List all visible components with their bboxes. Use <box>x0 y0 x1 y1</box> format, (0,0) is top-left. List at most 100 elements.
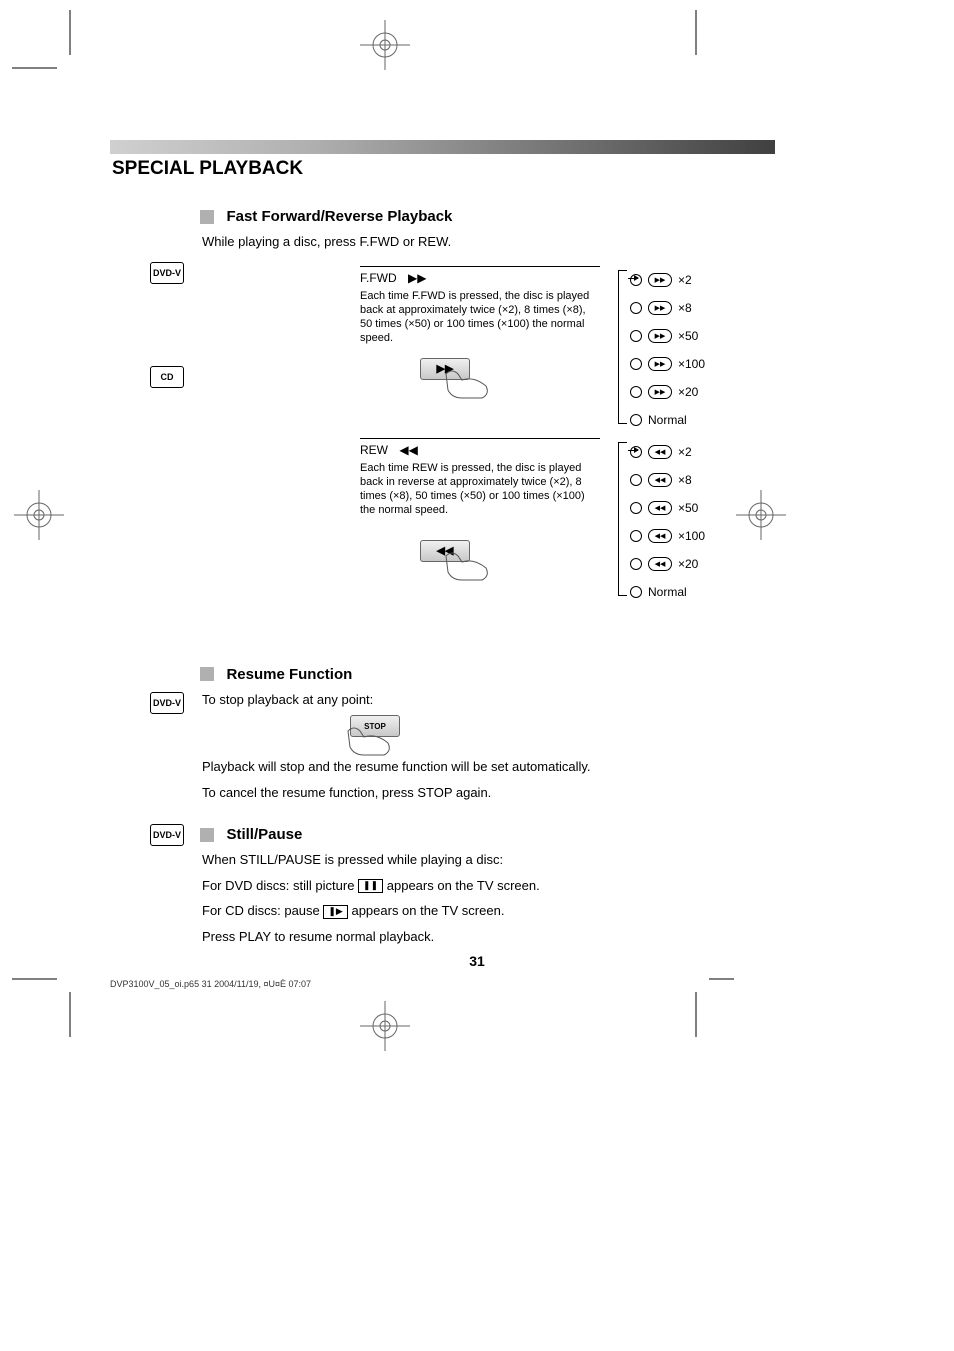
rr-icon: ◀◀ <box>399 443 417 457</box>
bullet-icon <box>200 667 214 681</box>
section3-line1: When STILL/PAUSE is pressed while playin… <box>200 850 775 870</box>
fwd-desc: Each time F.FWD is pressed, the disc is … <box>360 289 590 346</box>
circle-icon <box>630 586 642 598</box>
section3-line2a: For DVD discs: still picture <box>202 878 358 893</box>
rr-pill-icon: ◀◀ <box>648 529 672 543</box>
fwd-speed-row: ▶▶ ×20 <box>630 378 705 406</box>
page-number: 31 <box>469 953 485 969</box>
bullet-icon <box>200 828 214 842</box>
fwd-speed-row: ▶▶ ×50 <box>630 322 705 350</box>
dvd-v-badge: DVD-V <box>150 692 184 714</box>
section3-line2: For DVD discs: still picture ❚❚ appears … <box>200 876 775 896</box>
ffwd-button-illustration: ▶▶ <box>420 358 470 380</box>
registration-mark-bottom <box>360 1001 410 1051</box>
fwd-speed-row: ▶▶×100 <box>630 350 705 378</box>
registration-mark-left <box>14 490 64 540</box>
section1-intro: While playing a disc, press F.FWD or REW… <box>200 232 775 252</box>
step-icon: ❚▶ <box>323 905 347 919</box>
section1-heading: Fast Forward/Reverse Playback <box>226 208 452 225</box>
rew-button-illustration: ◀◀ <box>420 540 470 562</box>
section3-line3b: appears on the TV screen. <box>351 903 504 918</box>
dvd-v-badge: DVD-V <box>150 824 184 846</box>
dvd-v-badge: DVD-V <box>150 262 184 284</box>
rew-label: REW ◀◀ <box>360 443 600 457</box>
circle-icon <box>630 330 642 342</box>
hand-icon <box>438 548 498 584</box>
section2-line3: To cancel the resume function, press STO… <box>200 783 775 803</box>
fwd-speed-4: ×20 <box>678 385 698 399</box>
rew-speed-1: ×8 <box>678 473 692 487</box>
speed-diagram: F.FWD ▶▶ Each time F.FWD is pressed, the… <box>360 266 775 606</box>
crop-mark-tl <box>12 10 82 80</box>
rew-rule <box>360 438 600 439</box>
stop-button-illustration: STOP <box>350 715 775 737</box>
section2-line1: To stop playback at any point: <box>200 690 775 710</box>
circle-icon <box>630 502 642 514</box>
fwd-speed-row: ▶▶ ×8 <box>630 294 705 322</box>
ff-pill-icon: ▶▶ <box>648 385 672 399</box>
rr-pill-icon: ◀◀ <box>648 501 672 515</box>
rew-speed-row: ◀◀ ×100 <box>630 522 705 550</box>
footer-text: DVP3100V_05_oi.p65 31 2004/11/19, ¤U¤È 0… <box>110 979 311 989</box>
section-still-pause: DVD-V Still/Pause When STILL/PAUSE is pr… <box>200 826 775 946</box>
fwd-speed-5: Normal <box>648 413 687 427</box>
fwd-speed-3: ×100 <box>678 357 705 371</box>
circle-icon <box>630 386 642 398</box>
bullet-icon <box>200 210 214 224</box>
section-fast-playback: Fast Forward/Reverse Playback While play… <box>200 208 775 606</box>
rew-block: REW ◀◀ Each time REW is pressed, the dis… <box>360 438 600 518</box>
fwd-label: F.FWD ▶▶ <box>360 271 600 285</box>
rew-speed-list: ◀◀ ×2 ◀◀ ×8 ◀◀ ×50 ◀◀ ×100 ◀◀×20 Normal <box>630 438 705 606</box>
header-gradient <box>110 140 775 154</box>
hand-icon <box>340 723 400 759</box>
page-title: SPECIAL PLAYBACK <box>110 158 775 180</box>
rr-pill-icon: ◀◀ <box>648 445 672 459</box>
rew-speed-0: ×2 <box>678 445 692 459</box>
section-resume: Resume Function DVD-V To stop playback a… <box>200 666 775 803</box>
circle-icon <box>630 530 642 542</box>
fwd-speed-row: ▶▶ ×2 <box>630 266 705 294</box>
rew-speed-4: ×20 <box>678 557 698 571</box>
rew-speed-2: ×50 <box>678 501 698 515</box>
section2-heading: Resume Function <box>226 666 352 683</box>
fwd-speed-0: ×2 <box>678 273 692 287</box>
section3-line4: Press PLAY to resume normal playback. <box>200 927 775 947</box>
fwd-speed-list: ▶▶ ×2 ▶▶ ×8 ▶▶ ×50 ▶▶×100 ▶▶ ×20 Normal <box>630 266 705 434</box>
rew-speed-row: ◀◀ ×2 <box>630 438 705 466</box>
crop-mark-br <box>684 967 754 1037</box>
fwd-speed-1: ×8 <box>678 301 692 315</box>
page-content: SPECIAL PLAYBACK Fast Forward/Reverse Pl… <box>110 140 775 946</box>
circle-icon <box>630 558 642 570</box>
circle-icon <box>630 474 642 486</box>
fwd-rule <box>360 266 600 267</box>
registration-mark-top <box>360 20 410 70</box>
section3-line3a: For CD discs: pause <box>202 903 323 918</box>
rew-speed-3: ×100 <box>678 529 705 543</box>
circle-icon <box>630 302 642 314</box>
rew-speed-row: ◀◀ ×8 <box>630 466 705 494</box>
rew-speed-5: Normal <box>648 585 687 599</box>
fwd-bracket <box>618 270 628 424</box>
circle-icon <box>630 414 642 426</box>
crop-mark-bl <box>12 967 82 1037</box>
hand-icon <box>438 366 498 402</box>
rew-desc: Each time REW is pressed, the disc is pl… <box>360 461 590 518</box>
fwd-label-text: F.FWD <box>360 271 397 285</box>
fwd-block: F.FWD ▶▶ Each time F.FWD is pressed, the… <box>360 266 600 346</box>
crop-mark-tr <box>684 10 754 80</box>
ff-icon: ▶▶ <box>408 271 426 285</box>
rew-speed-row: ◀◀ ×50 <box>630 494 705 522</box>
ff-pill-icon: ▶▶ <box>648 301 672 315</box>
rew-speed-row: Normal <box>630 578 705 606</box>
ff-pill-icon: ▶▶ <box>648 329 672 343</box>
section3-line3: For CD discs: pause ❚▶ appears on the TV… <box>200 901 775 921</box>
section3-line2b: appears on the TV screen. <box>387 878 540 893</box>
rr-pill-icon: ◀◀ <box>648 473 672 487</box>
fwd-speed-2: ×50 <box>678 329 698 343</box>
circle-icon <box>630 446 642 458</box>
cd-badge: CD <box>150 366 184 388</box>
fwd-speed-row: Normal <box>630 406 705 434</box>
rew-speed-row: ◀◀×20 <box>630 550 705 578</box>
section3-heading: Still/Pause <box>226 826 302 843</box>
ff-pill-icon: ▶▶ <box>648 273 672 287</box>
